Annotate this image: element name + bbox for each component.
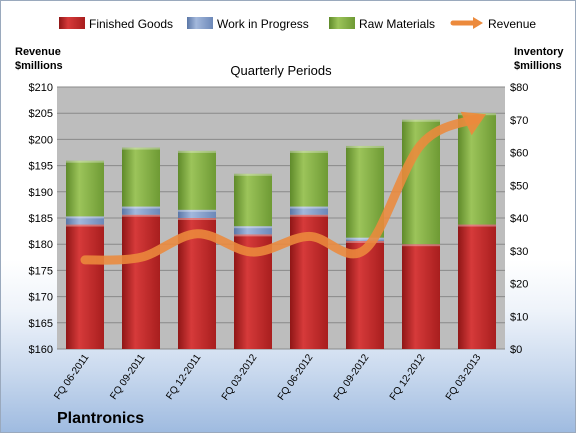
x-tick-label: FQ 09-2011: [108, 352, 147, 402]
bar-finished-goods: [122, 214, 160, 349]
legend-swatch-work-in-progress: [187, 17, 213, 29]
right-tick-label: $80: [510, 82, 528, 94]
right-tick-label: $30: [510, 246, 528, 258]
left-tick-label: $205: [29, 108, 53, 120]
revenue-line: [80, 111, 487, 265]
left-tick-label: $195: [29, 161, 53, 173]
bar-work-in-progress-highlight: [290, 206, 328, 209]
right-tick-label: $70: [510, 115, 528, 127]
bar-finished-goods-highlight: [402, 244, 440, 247]
legend: Finished Goods Work in Progress Raw Mate…: [59, 17, 536, 31]
bar-finished-goods-highlight: [122, 214, 160, 217]
bar-finished-goods-highlight: [234, 234, 272, 237]
bar-raw-materials: [290, 150, 328, 207]
bar-raw-materials-highlight: [346, 145, 384, 148]
right-axis-title-line2: $millions: [514, 60, 562, 72]
left-tick-label: $200: [29, 134, 53, 146]
legend-label-revenue: Revenue: [488, 17, 536, 31]
bar-raw-materials: [458, 113, 496, 225]
x-tick-label: FQ 03-2012: [220, 352, 260, 402]
x-tick-label: FQ 09-2012: [332, 352, 372, 402]
left-tick-label: $185: [29, 213, 53, 225]
bar-finished-goods-highlight: [346, 240, 384, 243]
bar-finished-goods-highlight: [66, 224, 104, 227]
bar-raw-materials: [234, 173, 272, 227]
revenue-arrowhead: [460, 111, 487, 136]
bar-work-in-progress-highlight: [234, 226, 272, 229]
bar-finished-goods-highlight: [178, 218, 216, 220]
bar-work-in-progress: [178, 209, 216, 218]
x-tick-label: FQ 12-2011: [164, 352, 203, 402]
legend-arrowhead-revenue: [473, 17, 483, 29]
right-tick-label: $10: [510, 311, 528, 323]
left-tick-label: $175: [29, 265, 53, 277]
right-tick-label: $20: [510, 279, 528, 291]
legend-swatch-raw-materials: [329, 17, 355, 29]
right-tick-label: $60: [510, 148, 528, 160]
revenue-line-path: [80, 113, 482, 265]
bar-raw-materials: [66, 160, 104, 217]
right-axis-ticks: $0 $10 $20 $30 $40 $50 $60 $70 $80: [510, 82, 528, 356]
left-tick-label: $160: [29, 344, 53, 356]
company-name: Plantronics: [57, 410, 144, 427]
left-tick-label: $180: [29, 239, 53, 251]
bar-work-in-progress-highlight: [346, 237, 384, 240]
x-tick-label: FQ 06-2011: [52, 352, 91, 402]
bar-raw-materials-highlight: [178, 150, 216, 153]
bar-raw-materials-highlight: [66, 160, 104, 163]
chart-subtitle: Quarterly Periods: [230, 63, 332, 78]
bar-work-in-progress: [290, 206, 328, 215]
bar-work-in-progress-highlight: [66, 216, 104, 219]
legend-label-finished-goods: Finished Goods: [89, 17, 173, 31]
bar-work-in-progress: [234, 226, 272, 235]
bar-raw-materials-highlight: [234, 173, 272, 176]
x-tick-label: FQ 12-2012: [388, 352, 428, 402]
legend-swatch-finished-goods: [59, 17, 85, 29]
left-tick-label: $190: [29, 187, 53, 199]
right-tick-label: $40: [510, 213, 528, 225]
bar-raw-materials: [122, 147, 160, 207]
left-tick-label: $210: [29, 82, 53, 94]
left-tick-label: $165: [29, 318, 53, 330]
x-tick-label: FQ 06-2012: [276, 352, 316, 402]
bar-work-in-progress: [66, 216, 104, 225]
left-axis-title-line2: $millions: [15, 60, 63, 72]
legend-label-work-in-progress: Work in Progress: [217, 17, 309, 31]
left-axis-ticks: $160 $165 $170 $175 $180 $185 $190 $195 $200 $205…: [29, 82, 53, 356]
bar-finished-goods-highlight: [290, 214, 328, 217]
bars: [66, 113, 496, 349]
bar-raw-materials-highlight: [290, 150, 328, 153]
bar-work-in-progress: [346, 237, 384, 241]
bar-work-in-progress-highlight: [178, 209, 216, 212]
right-tick-label: $50: [510, 180, 528, 192]
bar-work-in-progress-highlight: [122, 206, 160, 209]
bar-work-in-progress: [122, 206, 160, 215]
bar-raw-materials: [346, 145, 384, 238]
bar-raw-materials-highlight: [122, 147, 160, 150]
right-tick-label: $0: [510, 344, 522, 356]
right-axis-title-line1: Inventory: [514, 46, 564, 58]
x-axis-ticks: FQ 06-2011 FQ 09-2011 FQ 12-2011 FQ 03-2012…: [52, 352, 483, 402]
bar-finished-goods: [66, 224, 104, 349]
left-tick-label: $170: [29, 292, 53, 304]
bar-finished-goods: [458, 224, 496, 349]
bar-finished-goods: [346, 240, 384, 349]
bar-raw-materials-highlight: [402, 119, 440, 122]
bar-finished-goods-highlight: [458, 224, 496, 227]
left-axis-title-line1: Revenue: [15, 46, 61, 58]
x-tick-label: FQ 03-2013: [444, 352, 484, 402]
bar-raw-materials: [178, 150, 216, 210]
legend-label-raw-materials: Raw Materials: [359, 17, 435, 31]
bar-finished-goods: [402, 244, 440, 349]
